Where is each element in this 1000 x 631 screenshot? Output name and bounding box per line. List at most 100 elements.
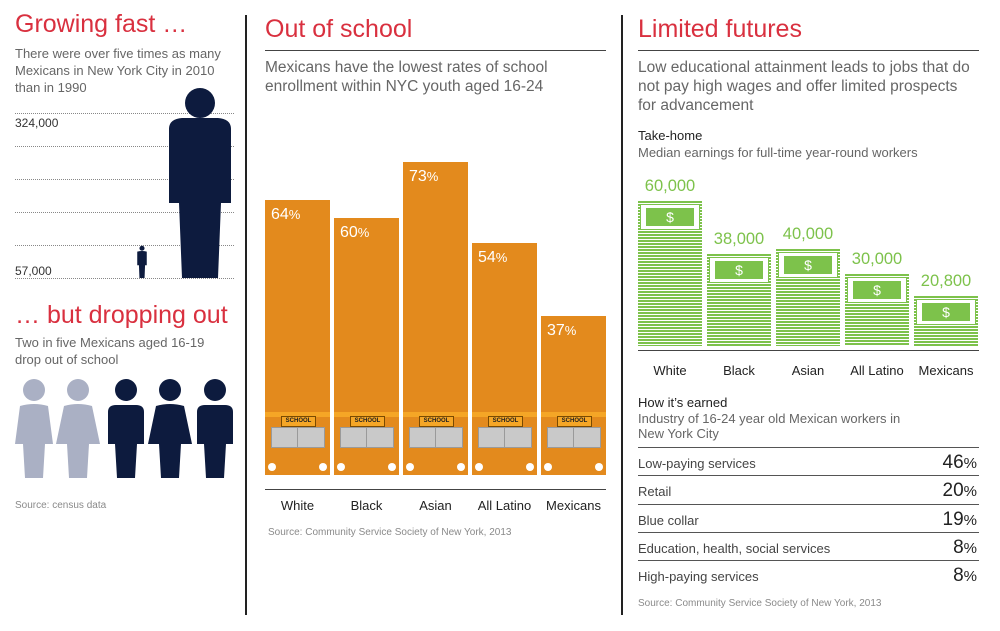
dollar-sign-icon: $ — [784, 256, 832, 275]
person-female-dropout-icon — [56, 379, 100, 478]
industry-label: High-paying services — [638, 569, 759, 585]
industry-label: Blue collar — [638, 512, 699, 528]
bus-sign: SCHOOL — [488, 415, 523, 427]
population-figures — [137, 88, 231, 278]
divider-right — [621, 15, 623, 615]
bar-category-label: All Latino — [477, 498, 532, 513]
dropout-figures — [15, 379, 233, 478]
earned-title: How it’s earned — [638, 395, 728, 410]
person-male-icon — [197, 379, 233, 478]
gridline — [15, 278, 234, 279]
industry-label: Low-paying services — [638, 456, 756, 471]
dollar-bill-icon: $ — [916, 298, 976, 325]
panel1-subtitle2: Two in five Mexicans aged 16-19 drop out… — [15, 335, 205, 367]
bus-window — [573, 426, 601, 448]
bar-category-label: Black — [350, 498, 383, 513]
bus-window — [504, 426, 532, 448]
bus-window — [297, 426, 325, 448]
bus-window — [435, 426, 463, 448]
bar-category-label: Asian — [419, 498, 452, 513]
population-label-high: 324,000 — [15, 116, 59, 130]
industry-value: 20% — [942, 480, 977, 502]
bar-value-label: 54% — [478, 249, 508, 267]
dollar-bill-icon: $ — [640, 204, 700, 230]
industry-label: Education, health, social services — [638, 540, 831, 556]
bar-value-label: 60% — [340, 223, 370, 241]
bus-wheel — [388, 462, 396, 471]
bus-wheel — [319, 462, 327, 471]
panel1-subtitle: There were over five times as many Mexic… — [15, 46, 221, 95]
industry-row: Retail 20% — [638, 475, 979, 504]
bus-wheel — [475, 462, 483, 471]
bar-asian: SCHOOL 73% — [403, 161, 468, 475]
money-stack-black: $ — [707, 254, 771, 346]
earned-subtitle: Industry of 16-24 year old Mexican worke… — [638, 411, 901, 441]
panel3-title-rule — [638, 50, 979, 51]
bus-stripe — [541, 411, 606, 417]
gridline — [15, 245, 234, 246]
dollar-sign-icon: $ — [853, 280, 901, 299]
bar-category-label: White — [280, 498, 315, 513]
earnings-category-label: All Latino — [850, 363, 904, 378]
industry-value: 8% — [953, 565, 977, 587]
divider-left — [245, 15, 247, 615]
bus-stripe — [265, 411, 330, 417]
panel2-source: Source: Community Service Society of New… — [268, 527, 512, 538]
bus-sign: SCHOOL — [350, 415, 385, 427]
bus-window — [409, 426, 437, 448]
bus-stripe — [403, 411, 468, 417]
bus-wheel — [526, 462, 534, 471]
dollar-sign-icon: $ — [715, 261, 763, 280]
earnings-category-label: Asian — [791, 363, 825, 378]
bus-stripe — [334, 411, 399, 417]
takehome-title: Take-home — [638, 128, 703, 143]
person-male-icon — [108, 379, 144, 478]
panel3-subtitle: Low educational attainment leads to jobs… — [638, 59, 970, 114]
panel1-source: Source: census data — [15, 500, 107, 511]
bus-wheel — [544, 462, 552, 471]
person-female-dropout-icon — [15, 379, 53, 478]
dollar-sign-icon: $ — [646, 208, 694, 226]
panel1-title: Growing fast … — [15, 10, 188, 38]
panel3-axis-rule — [638, 350, 979, 351]
person-small-icon — [137, 245, 147, 278]
dollar-bill-icon: $ — [709, 257, 769, 284]
person-female-icon — [148, 379, 192, 478]
bar-white: SCHOOL 64% — [265, 200, 330, 475]
money-stack-all-latino: $ — [845, 273, 909, 346]
bar-value-label: 37% — [547, 322, 577, 340]
industry-row: Low-paying services 46% — [638, 447, 979, 476]
takehome-subtitle: Median earnings for full-time year-round… — [638, 145, 918, 160]
bus-sign: SCHOOL — [281, 415, 316, 427]
gridline — [15, 212, 234, 213]
panel3-title: Limited futures — [638, 15, 802, 43]
money-stack-asian: $ — [776, 249, 840, 346]
gridline — [15, 179, 234, 180]
bus-sign: SCHOOL — [419, 415, 454, 427]
bar-all-latino: SCHOOL 54% — [472, 243, 537, 475]
bar-category-label: Mexicans — [546, 498, 601, 513]
earnings-category-label: White — [653, 363, 687, 378]
money-stack-white: $ — [638, 201, 702, 346]
bus-wheel — [595, 462, 603, 471]
person-large-icon — [169, 88, 231, 278]
bus-sign: SCHOOL — [557, 415, 592, 427]
bus-wheel — [406, 462, 414, 471]
industry-value: 8% — [953, 536, 977, 558]
bus-window — [340, 426, 368, 448]
bus-wheel — [457, 462, 465, 471]
gridline — [15, 113, 234, 114]
gridline — [15, 146, 234, 147]
bus-wheel — [337, 462, 345, 471]
dollar-bill-icon: $ — [847, 276, 907, 303]
bar-black: SCHOOL 60% — [334, 217, 399, 475]
panel2-subtitle: Mexicans have the lowest rates of school… — [265, 59, 548, 95]
bus-wheel — [268, 462, 276, 471]
bus-window — [547, 426, 575, 448]
panel1-title2: … but dropping out — [15, 301, 228, 329]
industry-row: Blue collar 19% — [638, 503, 979, 533]
earnings-category-label: Black — [723, 363, 755, 378]
industry-label: Retail — [638, 484, 672, 500]
dollar-sign-icon: $ — [922, 302, 970, 321]
earnings-value-label: 38,000 — [713, 230, 765, 249]
